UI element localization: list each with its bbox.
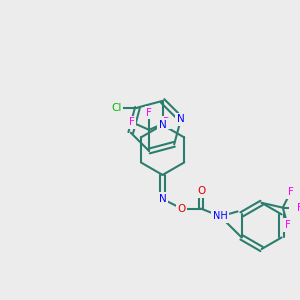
- Text: N: N: [177, 114, 185, 124]
- Text: N: N: [159, 120, 167, 130]
- Text: O: O: [178, 204, 186, 214]
- Text: N: N: [159, 194, 167, 204]
- Text: F: F: [129, 117, 135, 127]
- Text: O: O: [197, 186, 205, 196]
- Text: F: F: [164, 117, 169, 127]
- Text: F: F: [146, 108, 152, 118]
- Text: NH: NH: [213, 211, 228, 221]
- Text: F: F: [288, 187, 293, 197]
- Text: Cl: Cl: [111, 103, 122, 112]
- Text: F: F: [297, 202, 300, 213]
- Text: F: F: [285, 220, 290, 230]
